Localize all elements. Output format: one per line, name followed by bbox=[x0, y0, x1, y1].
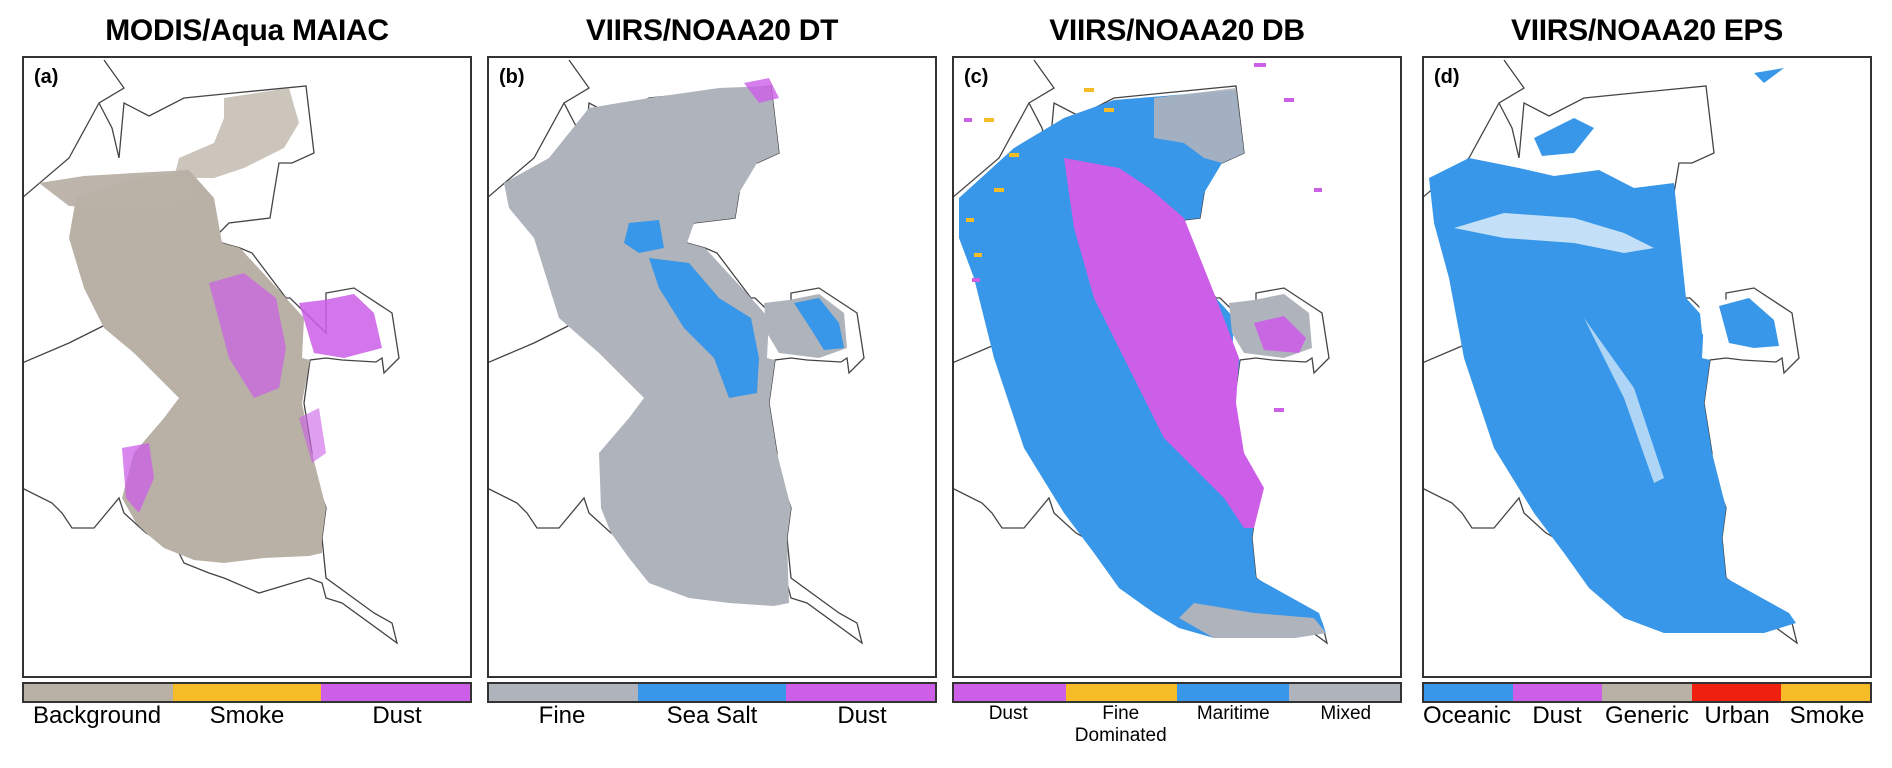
panel-title: VIIRS/NOAA20 DB bbox=[1049, 14, 1305, 47]
legend-labels: Dust Fine Dominated Maritime Mixed bbox=[952, 703, 1402, 747]
map-frame: (b) bbox=[487, 56, 937, 678]
legend-swatch-mixed bbox=[1288, 684, 1400, 701]
panel-viirs-dt: VIIRS/NOAA20 DT (b) Fine Sea Salt Dust bbox=[487, 0, 937, 768]
panel-modis-maiac: MODIS/Aqua MAIAC (a) Background Smoke Du… bbox=[22, 0, 472, 768]
legend-label: Smoke bbox=[209, 702, 285, 729]
map-frame: (c) bbox=[952, 56, 1402, 678]
legend-label: Background bbox=[32, 702, 162, 729]
panel-viirs-db: VIIRS/NOAA20 DB (c) bbox=[952, 0, 1402, 768]
map-svg bbox=[1424, 59, 1800, 645]
map-frame: (d) bbox=[1422, 56, 1872, 678]
legend-swatch-generic bbox=[1602, 684, 1692, 701]
legend-labels: Oceanic Dust Generic Urban Smoke bbox=[1422, 703, 1872, 729]
map-svg bbox=[954, 59, 1330, 645]
legend-swatch-background bbox=[24, 684, 173, 701]
legend-label: Mixed bbox=[1320, 703, 1372, 724]
water-region-main bbox=[1429, 158, 1796, 633]
legend-swatch-urban bbox=[1691, 684, 1781, 701]
legend-swatch-dust bbox=[321, 684, 471, 701]
legend-label: Smoke bbox=[1789, 702, 1865, 729]
panel-label: (b) bbox=[499, 66, 525, 88]
map-svg bbox=[24, 59, 400, 645]
panel-title: VIIRS/NOAA20 DT bbox=[585, 14, 839, 47]
legend-colorbar bbox=[952, 682, 1402, 703]
legend-swatch-fine-dominated bbox=[1065, 684, 1177, 701]
legend-colorbar bbox=[1422, 682, 1872, 703]
panel-label: (a) bbox=[34, 66, 59, 88]
legend-label: Fine Dominated bbox=[1074, 703, 1167, 746]
legend-swatch-smoke bbox=[1780, 684, 1871, 701]
panel-title: MODIS/Aqua MAIAC bbox=[105, 14, 389, 47]
legend-label: Urban bbox=[1704, 702, 1770, 729]
legend-swatch-dust bbox=[954, 684, 1066, 701]
legend-swatch-fine bbox=[489, 684, 638, 701]
water-region-main bbox=[504, 86, 791, 606]
legend-label: Sea Salt bbox=[666, 702, 758, 729]
legend-label: Dust bbox=[837, 702, 887, 729]
legend-colorbar bbox=[487, 682, 937, 703]
legend-label: Dust bbox=[1532, 702, 1582, 729]
legend-label: Dust bbox=[988, 703, 1028, 724]
panel-viirs-eps: VIIRS/NOAA20 EPS (d) Oceanic Dust Generi… bbox=[1422, 0, 1872, 768]
panel-label: (c) bbox=[964, 66, 989, 88]
legend-swatch-oceanic bbox=[1424, 684, 1514, 701]
map-frame: (a) bbox=[22, 56, 472, 678]
legend-label: Fine bbox=[538, 702, 586, 729]
legend-labels: Fine Sea Salt Dust bbox=[487, 703, 937, 729]
water-region-main bbox=[69, 170, 326, 563]
legend-label: Generic bbox=[1604, 702, 1690, 729]
legend-swatch-maritime bbox=[1177, 684, 1289, 701]
legend-label: Maritime bbox=[1196, 703, 1270, 724]
legend-swatch-dust bbox=[786, 684, 936, 701]
legend-swatch-smoke bbox=[172, 684, 322, 701]
legend-colorbar bbox=[22, 682, 472, 703]
panel-title: VIIRS/NOAA20 EPS bbox=[1511, 14, 1783, 47]
legend-label: Dust bbox=[372, 702, 422, 729]
map-svg bbox=[489, 59, 865, 645]
panel-label: (d) bbox=[1434, 66, 1460, 88]
legend-swatch-sea-salt bbox=[637, 684, 787, 701]
legend-label: Oceanic bbox=[1422, 702, 1512, 729]
legend-labels: Background Smoke Dust bbox=[22, 703, 472, 729]
legend-swatch-dust bbox=[1513, 684, 1603, 701]
